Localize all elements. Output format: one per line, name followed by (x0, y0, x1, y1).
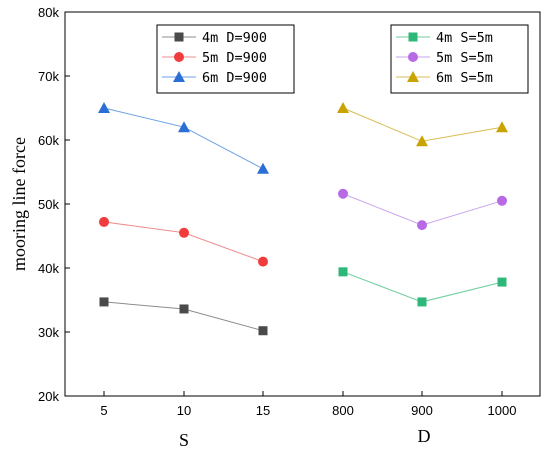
data-point (417, 297, 427, 307)
data-point (416, 135, 428, 147)
y-tick-label: 70k (38, 69, 59, 84)
legend-marker (408, 32, 418, 42)
series-line (342, 271, 503, 303)
y-tick-label: 80k (38, 5, 59, 20)
legend-label: 4m D=900 (202, 30, 267, 46)
legend-label: 6m D=900 (202, 70, 267, 86)
x-tick-label: 15 (256, 403, 270, 418)
y-axis-title: mooring line force (9, 137, 29, 271)
data-point (258, 326, 268, 336)
y-tick-label: 20k (38, 389, 59, 404)
x-axis-title-s: S (179, 430, 189, 450)
data-point (257, 162, 269, 174)
legend-label: 4m S=5m (436, 30, 493, 46)
x-tick-label: 5 (100, 403, 107, 418)
data-point (497, 195, 507, 206)
x-tick-label: 1000 (488, 403, 517, 418)
data-point (179, 304, 189, 314)
legend-label: 5m D=900 (202, 50, 267, 66)
data-point (99, 216, 109, 227)
legend-marker (407, 71, 419, 82)
x-axis: 5 10 15 800 900 1000 (100, 391, 516, 418)
x-axis-title-d: D (418, 426, 431, 446)
series-line (103, 107, 264, 170)
legend-d-group: 4m S=5m 5m S=5m 6m S=5m (390, 24, 529, 94)
legend-label: 5m S=5m (436, 50, 493, 66)
x-tick-label: 10 (177, 403, 191, 418)
data-point (497, 277, 507, 287)
y-tick-label: 50k (38, 197, 59, 212)
series-layer (98, 102, 508, 336)
data-point (178, 121, 190, 133)
legend-marker (173, 71, 185, 82)
data-point (258, 256, 268, 267)
data-point (98, 102, 110, 113)
data-point (338, 267, 348, 277)
y-tick-label: 30k (38, 325, 59, 340)
y-tick-label: 60k (38, 133, 59, 148)
legend-marker (408, 52, 418, 62)
data-point (337, 102, 349, 113)
legend-label: 6m S=5m (436, 70, 493, 86)
legend-s-group: 4m D=900 5m D=900 6m D=900 (156, 24, 295, 94)
legend-marker (174, 32, 184, 42)
x-tick-label: 800 (332, 403, 354, 418)
y-tick-label: 40k (38, 261, 59, 276)
data-point (179, 227, 189, 238)
data-point (99, 297, 109, 307)
data-point (417, 220, 427, 231)
legend-marker (174, 52, 184, 62)
y-axis: 20k 30k 40k 50k 60k 70k 80k (38, 5, 70, 404)
data-point (496, 121, 508, 133)
data-point (338, 188, 348, 199)
x-tick-label: 900 (411, 403, 433, 418)
